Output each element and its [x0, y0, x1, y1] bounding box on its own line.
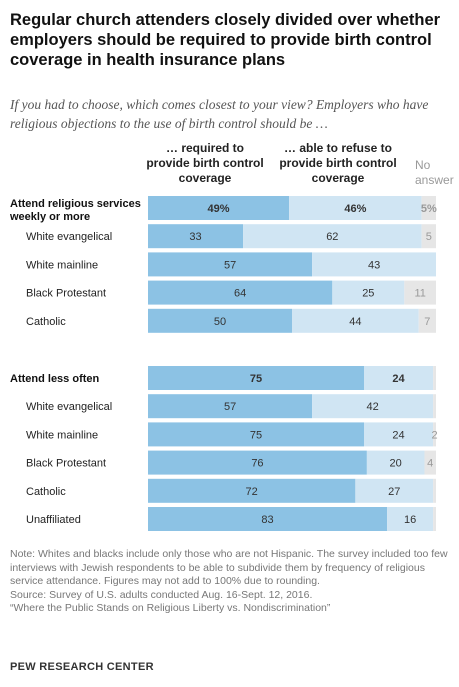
source-text: Source: Survey of U.S. adults conducted …: [10, 588, 313, 601]
data-label-no-answer: 4: [427, 458, 433, 470]
bar-row: Black Protestant 76 20 4: [26, 450, 436, 475]
row-label: Attend religious services weekly or more: [9, 198, 141, 223]
data-label-refuse: 43: [368, 259, 380, 271]
bar-segment-refuse: [364, 422, 434, 447]
bar-segment-refuse: [312, 394, 434, 419]
bar-segment-refuse: [387, 507, 434, 531]
data-label-refuse: 16: [404, 514, 416, 526]
data-label-required: 72: [246, 486, 258, 498]
data-label-required: 33: [189, 231, 201, 243]
data-label-required: 76: [251, 458, 263, 470]
data-label-no-answer: 2: [431, 429, 437, 441]
bar-segment-refuse: [364, 366, 434, 390]
data-label-refuse: 20: [390, 458, 402, 470]
data-label-refuse: 25: [362, 288, 374, 300]
data-label-refuse: 44: [349, 316, 361, 328]
bar-segment-no-answer: [433, 507, 436, 531]
bar-row: Black Protestant 64 25 11: [26, 280, 436, 305]
row-label: Black Protestant: [26, 288, 106, 300]
data-label-no-answer: 5: [426, 231, 432, 243]
bar-row: Catholic 72 27: [26, 478, 436, 503]
data-label-refuse: 46%: [344, 203, 366, 215]
data-label-no-answer: 11: [414, 288, 425, 300]
bar-segment-no-answer: [433, 394, 436, 419]
chart-subtitle: If you had to choose, which comes closes…: [10, 97, 429, 131]
bar-segment-required: [148, 422, 364, 447]
bar-row: Unaffiliated 83 16: [26, 507, 436, 531]
bar-segment-no-answer: [418, 308, 436, 333]
bar-segment-required: [148, 478, 356, 503]
bar-segment-no-answer: [433, 422, 436, 447]
bar-segment-refuse: [355, 478, 434, 503]
bar-segment-no-answer: [433, 478, 436, 503]
stacked-bar-chart: Attend religious services weekly or more 4…: [9, 196, 438, 531]
bar-segment-required: [148, 366, 364, 390]
bar-segment-refuse: [243, 224, 422, 249]
footnotes: Note: Whites and blacks include only tho…: [10, 548, 450, 616]
data-label-refuse: 62: [326, 231, 338, 243]
bar-row: White evangelical 33 62 5: [26, 224, 436, 249]
column-header-required: … required to provide birth control cove…: [146, 141, 264, 185]
bar-segment-no-answer: [421, 196, 436, 220]
bar-segment-no-answer: [404, 280, 436, 305]
row-label: Catholic: [26, 486, 66, 498]
data-label-refuse: 24: [392, 429, 404, 441]
data-label-refuse: 24: [392, 373, 405, 385]
row-label: White mainline: [26, 429, 98, 441]
bar-segment-required: [148, 394, 313, 419]
bar-segment-required: [148, 450, 367, 475]
data-label-no-answer: 7: [424, 316, 430, 328]
data-label-no-answer: 5%: [421, 203, 437, 215]
bar-segment-no-answer: [424, 450, 436, 475]
data-label-required: 50: [214, 316, 226, 328]
data-label-refuse: 42: [367, 401, 379, 413]
bar-segment-no-answer: [421, 224, 436, 249]
bar-row: White evangelical 57 42: [26, 394, 436, 419]
bar-segment-refuse: [289, 196, 422, 220]
bar-segment-required: [148, 252, 313, 277]
column-header-refuse: … able to refuse to provide birth contro…: [279, 141, 397, 185]
data-label-required: 75: [250, 429, 262, 441]
bar-row: White mainline 57 43: [26, 252, 436, 277]
data-label-refuse: 27: [388, 486, 400, 498]
bar-segment-required: [148, 224, 244, 249]
bar-segment-required: [148, 280, 333, 305]
bar-row: Attend religious services weekly or more 4…: [9, 196, 437, 223]
bar-segment-required: [148, 308, 292, 333]
data-label-required: 83: [261, 514, 273, 526]
bar-row: White mainline 75 24 2: [26, 422, 438, 447]
row-label: Unaffiliated: [26, 514, 81, 526]
data-label-required: 49%: [208, 203, 230, 215]
bar-segment-required: [148, 507, 388, 531]
row-label: Black Protestant: [26, 458, 106, 470]
row-label: White evangelical: [26, 401, 112, 413]
row-label: White mainline: [26, 259, 98, 271]
bar-segment-refuse: [332, 280, 405, 305]
bar-segment-refuse: [292, 308, 419, 333]
row-label: Attend less often: [10, 373, 100, 385]
note-text: Note: Whites and blacks include only tho…: [10, 548, 448, 587]
row-label: White evangelical: [26, 231, 112, 243]
bar-segment-refuse: [312, 252, 436, 277]
row-label: Catholic: [26, 316, 66, 328]
report-title: “Where the Public Stands on Religious Li…: [10, 602, 331, 614]
data-label-required: 57: [224, 401, 236, 413]
data-label-required: 75: [250, 373, 262, 385]
column-header-no-answer: No answer: [415, 158, 454, 187]
bar-row: Attend less often 75 24: [10, 366, 436, 390]
bar-row: Catholic 50 44 7: [26, 308, 436, 333]
chart-title: Regular church attenders closely divided…: [10, 11, 441, 69]
bar-segment-no-answer: [433, 366, 436, 390]
bar-segment-refuse: [366, 450, 425, 475]
data-label-required: 64: [234, 288, 246, 300]
attribution: PEW RESEARCH CENTER: [10, 661, 154, 673]
bar-segment-required: [148, 196, 290, 220]
data-label-required: 57: [224, 259, 236, 271]
